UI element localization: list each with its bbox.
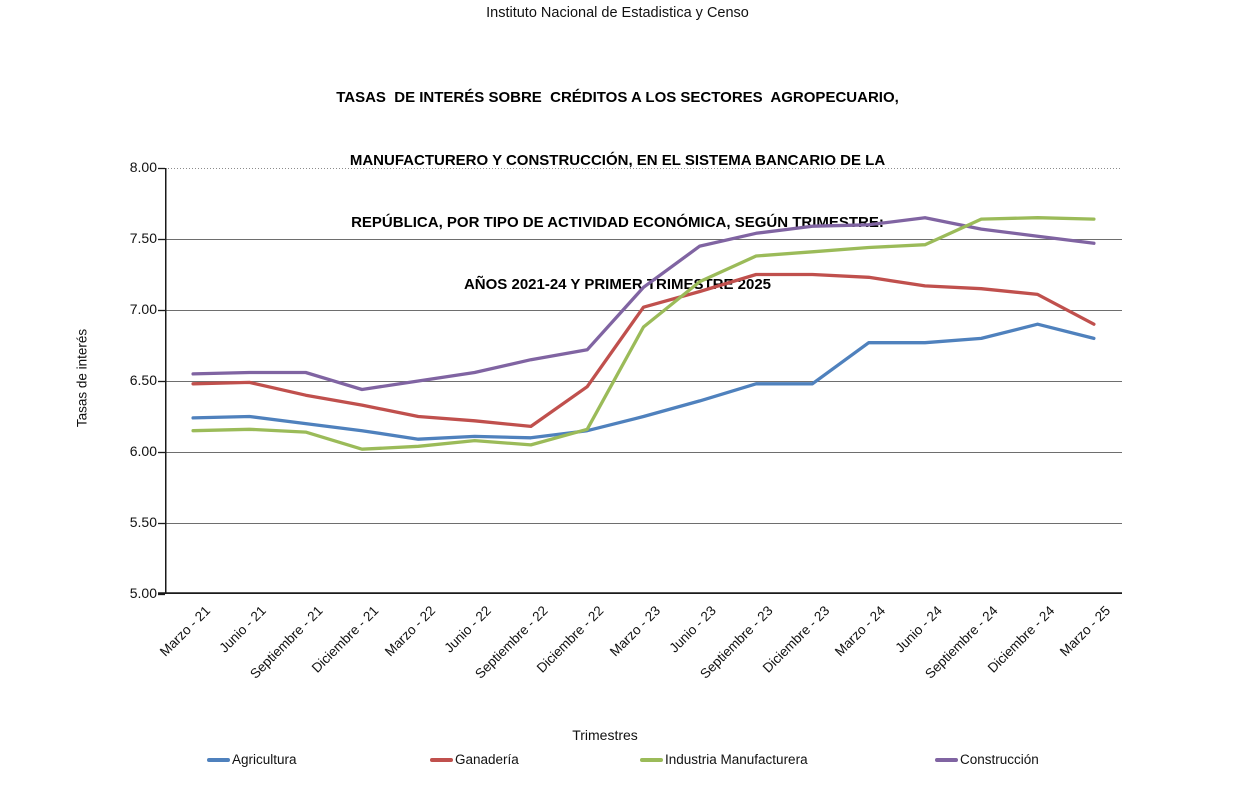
legend-item-agricultura: Agricultura — [207, 752, 297, 767]
x-axis-title: Trimestres — [572, 727, 638, 743]
chart-title-line: MANUFACTURERO Y CONSTRUCCIÓN, EN EL SIST… — [349, 151, 886, 169]
y-tick-label: 6.50 — [129, 372, 157, 388]
legend-label: Agricultura — [232, 752, 297, 767]
y-tick-label: 7.00 — [129, 301, 157, 317]
line-chart — [158, 167, 1122, 596]
legend-swatch-icon — [207, 757, 230, 762]
y-tick-label: 5.50 — [129, 514, 157, 530]
chart-title: TASAS DE INTERÉS SOBRE CRÉDITOS A LOS SE… — [0, 47, 1235, 337]
chart-title-line: REPÚBLICA, POR TIPO DE ACTIVIDAD ECONÓMI… — [351, 213, 884, 231]
series-line-ganaderia — [191, 272, 1096, 429]
org-title: Instituto Nacional de Estadistica y Cens… — [486, 5, 749, 21]
legend-item-ganaderia: Ganadería — [430, 752, 519, 767]
legend-swatch-icon — [640, 757, 663, 762]
legend-swatch-icon — [935, 757, 958, 762]
legend-label: Ganadería — [455, 752, 519, 767]
legend-item-industria-manufacturera: Industria Manufacturera — [640, 752, 808, 767]
y-tick-label: 7.50 — [129, 230, 157, 246]
y-tick-label: 8.00 — [129, 159, 157, 175]
legend-item-construccion: Construcción — [935, 752, 1039, 767]
series-line-agricultura — [191, 322, 1096, 441]
legend-label: Industria Manufacturera — [665, 752, 808, 767]
y-tick-label: 6.00 — [129, 443, 157, 459]
legend-swatch-icon — [430, 757, 453, 762]
chart-title-line: TASAS DE INTERÉS SOBRE CRÉDITOS A LOS SE… — [336, 89, 899, 107]
series-line-construccion — [191, 216, 1096, 392]
legend-label: Construcción — [960, 752, 1039, 767]
series-line-industria-manufacturera — [191, 216, 1096, 451]
y-tick-label: 5.00 — [129, 585, 157, 601]
